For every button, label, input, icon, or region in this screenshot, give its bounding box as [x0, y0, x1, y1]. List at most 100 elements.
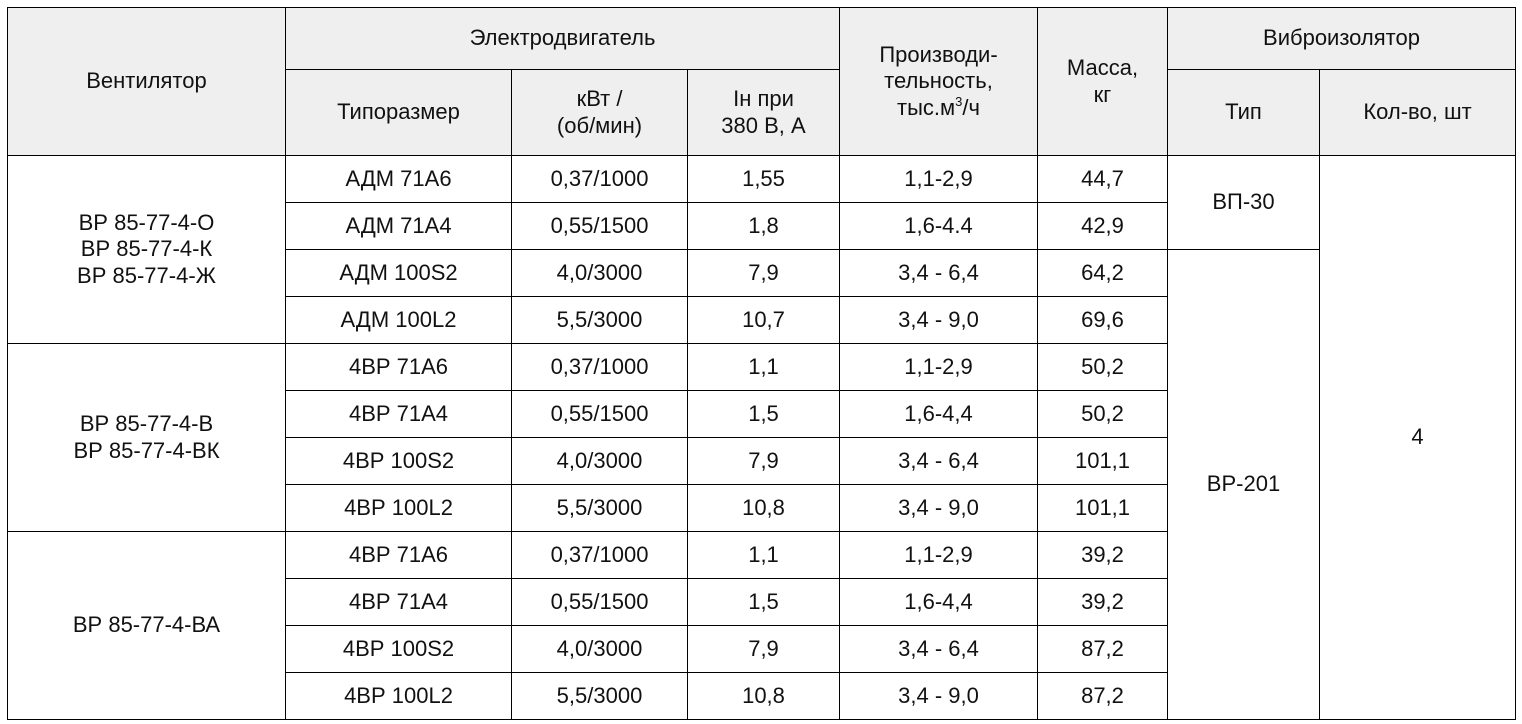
capacity-cell: 1,1-2,9 [839, 155, 1038, 203]
current-cell: 1,1 [687, 343, 840, 391]
fan-group-cell: ВР 85-77-4-ВА [7, 531, 286, 720]
power-cell: 0,37/1000 [511, 343, 688, 391]
motor-type-cell: АДМ 100L2 [285, 296, 512, 344]
current-cell: 1,55 [687, 155, 840, 203]
current-cell: 7,9 [687, 625, 840, 673]
capacity-cell: 3,4 - 6,4 [839, 249, 1038, 297]
current-cell: 10,7 [687, 296, 840, 344]
table-row: ВР 85-77-4-О ВР 85-77-4-К ВР 85-77-4-Ж А… [7, 155, 1516, 720]
fan-name: ВР 85-77-4-Ж [77, 262, 216, 288]
header-isolator: Виброизолятор [1167, 7, 1516, 70]
power-cell: 0,37/1000 [511, 531, 688, 579]
power-cell: 5,5/3000 [511, 484, 688, 532]
motor-type-cell: АДМ 100S2 [285, 249, 512, 297]
header-power-line2: (об/мин) [556, 112, 643, 138]
current-cell: 10,8 [687, 672, 840, 720]
mass-cell: 101,1 [1037, 484, 1168, 532]
capacity-cell: 3,4 - 9,0 [839, 672, 1038, 720]
header-motor-current: Iн при 380 В, А [687, 69, 840, 156]
table-row: АДМ 100L2 5,5/3000 10,7 3,4 - 9,0 69,6 [8, 296, 1516, 344]
motor-type-cell: АДМ 71А4 [285, 202, 512, 250]
header-current-line2: 380 В, А [721, 112, 806, 138]
capacity-cell: 1,6-4.4 [839, 202, 1038, 250]
table-row: 4ВР 100S2 4,0/3000 7,9 3,4 - 6,4 87,2 [8, 625, 1516, 673]
mass-cell: 87,2 [1037, 672, 1168, 720]
header-mass-line1: Масса, [1066, 55, 1139, 81]
fan-name: ВР 85-77-4-ВК [73, 437, 220, 463]
current-cell: 10,8 [687, 484, 840, 532]
header-capacity-line3: тыс.м3/ч [897, 93, 980, 120]
header-isolator-qty: Кол-во, шт [1319, 69, 1516, 156]
mass-cell: 44,7 [1037, 155, 1168, 203]
motor-type-cell: 4ВР 71А4 [285, 578, 512, 626]
current-cell: 1,1 [687, 531, 840, 579]
motor-type-cell: 4ВР 71А4 [285, 390, 512, 438]
motor-type-cell: 4ВР 100L2 [285, 484, 512, 532]
table-row: 4ВР 100S2 4,0/3000 7,9 3,4 - 6,4 101,1 [8, 437, 1516, 485]
fan-group-cell: ВР 85-77-4-О ВР 85-77-4-К ВР 85-77-4-Ж [7, 155, 286, 344]
header-motor: Электродвигатель [285, 7, 840, 70]
capacity-cell: 1,1-2,9 [839, 531, 1038, 579]
motor-type-cell: 4ВР 71А6 [285, 343, 512, 391]
capacity-cell: 1,1-2,9 [839, 343, 1038, 391]
mass-cell: 42,9 [1037, 202, 1168, 250]
header-motor-type: Типоразмер [285, 69, 512, 156]
motor-type-cell: 4ВР 100L2 [285, 672, 512, 720]
mass-cell: 39,2 [1037, 531, 1168, 579]
table-row: ВР 85-77-4-ВА 4ВР 71А6 0,37/1000 1,1 1,1… [7, 531, 1516, 720]
mass-cell: 64,2 [1037, 249, 1168, 297]
mass-cell: 87,2 [1037, 625, 1168, 673]
capacity-cell: 3,4 - 6,4 [839, 437, 1038, 485]
power-cell: 0,37/1000 [511, 155, 688, 203]
capacity-cell: 3,4 - 9,0 [839, 296, 1038, 344]
table-row: 4ВР 71А4 0,55/1500 1,5 1,6-4,4 39,2 [8, 578, 1516, 626]
power-cell: 4,0/3000 [511, 437, 688, 485]
isolator-type-cell: ВП-30 [1167, 155, 1320, 250]
capacity-cell: 3,4 - 6,4 [839, 625, 1038, 673]
isolator-type-cell: ВР-201 [1167, 249, 1320, 720]
power-cell: 4,0/3000 [511, 625, 688, 673]
capacity-cell: 3,4 - 9,0 [839, 484, 1038, 532]
table-row: ВР 85-77-4-В ВР 85-77-4-ВК 4ВР 71А6 0,37… [7, 343, 1516, 532]
motor-type-cell: АДМ 71А6 [285, 155, 512, 203]
mass-cell: 50,2 [1037, 390, 1168, 438]
current-cell: 1,8 [687, 202, 840, 250]
header-power-line1: кВт / [576, 86, 623, 112]
table-row: 4ВР 100L2 5,5/3000 10,8 3,4 - 9,0 87,2 [8, 672, 1516, 720]
header-capacity: Производи- тельность, тыс.м3/ч [839, 7, 1038, 156]
fan-group-cell: ВР 85-77-4-В ВР 85-77-4-ВК [7, 343, 286, 532]
header-current-line1: Iн при [733, 86, 794, 112]
mass-cell: 50,2 [1037, 343, 1168, 391]
isolator-qty-cell: 4 [1319, 155, 1516, 720]
motor-type-cell: 4ВР 71А6 [285, 531, 512, 579]
mass-cell: 101,1 [1037, 437, 1168, 485]
power-cell: 0,55/1500 [511, 578, 688, 626]
header-motor-power: кВт / (об/мин) [511, 69, 688, 156]
header-capacity-line1: Производи- [879, 41, 998, 67]
table-row: АДМ 100S2 4,0/3000 7,9 3,4 - 6,4 64,2 ВР… [8, 249, 1516, 720]
fan-name: ВР 85-77-4-В [79, 411, 214, 437]
header-isolator-type: Тип [1167, 69, 1320, 156]
power-cell: 0,55/1500 [511, 390, 688, 438]
capacity-cell: 1,6-4,4 [839, 578, 1038, 626]
current-cell: 7,9 [687, 249, 840, 297]
header-fan: Вентилятор [7, 7, 286, 156]
current-cell: 1,5 [687, 390, 840, 438]
capacity-cell: 1,6-4,4 [839, 390, 1038, 438]
header-capacity-line2: тельность, [884, 68, 993, 94]
mass-cell: 39,2 [1037, 578, 1168, 626]
specs-table: Вентилятор Электродвигатель Производи- т… [7, 7, 1516, 720]
power-cell: 5,5/3000 [511, 672, 688, 720]
fan-name: ВР 85-77-4-О [78, 209, 215, 235]
power-cell: 5,5/3000 [511, 296, 688, 344]
motor-type-cell: 4ВР 100S2 [285, 437, 512, 485]
power-cell: 4,0/3000 [511, 249, 688, 297]
power-cell: 0,55/1500 [511, 202, 688, 250]
current-cell: 7,9 [687, 437, 840, 485]
header-mass-line2: кг [1093, 81, 1112, 107]
fan-name: ВР 85-77-4-К [80, 236, 213, 262]
mass-cell: 69,6 [1037, 296, 1168, 344]
table-row: 4ВР 71А4 0,55/1500 1,5 1,6-4,4 50,2 [8, 390, 1516, 438]
current-cell: 1,5 [687, 578, 840, 626]
motor-type-cell: 4ВР 100S2 [285, 625, 512, 673]
